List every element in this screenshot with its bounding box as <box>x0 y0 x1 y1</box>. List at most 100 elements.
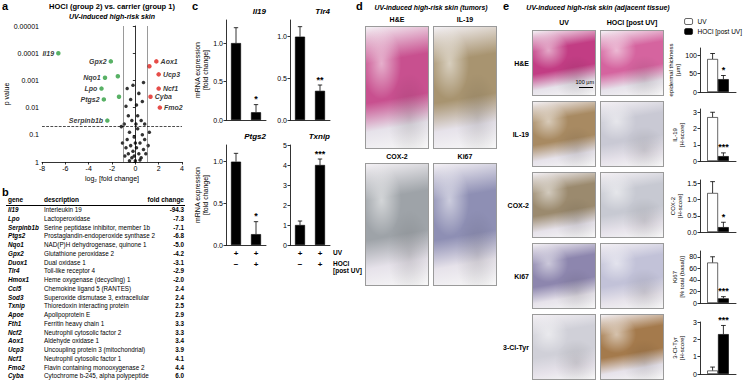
html-text:Txnip: Txnip <box>308 132 330 141</box>
svg-text:[fold change]: [fold change] <box>202 50 210 90</box>
html-text:Serine peptidase inhibitor, me: Serine peptidase inhibitor, member 1b <box>44 223 151 231</box>
svg-text:0.5: 0.5 <box>213 200 223 207</box>
html-text:-6.8: -6.8 <box>173 232 184 240</box>
html-text:HOCl (group 2) vs. carrier (gr: HOCl (group 2) vs. carrier (group 1) <box>49 2 175 11</box>
svg-text:-6: -6 <box>62 165 68 172</box>
svg-text:[H-score]: [H-score] <box>679 123 685 148</box>
html-text:-7.1: -7.1 <box>173 223 184 231</box>
svg-text:0.0: 0.0 <box>687 229 697 236</box>
svg-text:3: 3 <box>693 109 697 116</box>
svg-text:2: 2 <box>283 202 287 209</box>
svg-text:*: * <box>254 211 258 221</box>
svg-text:2: 2 <box>693 125 697 132</box>
svg-text:4: 4 <box>180 165 184 172</box>
svg-text:[µm]: [µm] <box>675 64 681 76</box>
svg-text:***: *** <box>718 315 729 325</box>
html-text:Lpo: Lpo <box>8 214 20 222</box>
html-text:Ptgs2: Ptgs2 <box>8 232 26 240</box>
html-text:HOCl [post UV]: HOCl [post UV] <box>333 260 362 274</box>
svg-text:-4: -4 <box>86 165 92 172</box>
svg-text:80: 80 <box>689 253 697 260</box>
svg-text:1.5: 1.5 <box>687 180 697 187</box>
svg-text:60: 60 <box>689 265 697 272</box>
html-text:Lactoperoxidase: Lactoperoxidase <box>44 214 91 222</box>
svg-text:0: 0 <box>693 89 697 96</box>
svg-text:-8: -8 <box>39 165 45 172</box>
svg-text:***: *** <box>315 149 326 159</box>
svg-text:2: 2 <box>693 336 697 343</box>
svg-text:Ki67: Ki67 <box>672 270 678 283</box>
svg-text:***: *** <box>718 142 729 152</box>
svg-text:1.0: 1.0 <box>213 40 223 47</box>
svg-text:UV: UV <box>698 18 708 25</box>
svg-text:1: 1 <box>283 222 287 229</box>
svg-text:[H-score]: [H-score] <box>677 194 683 219</box>
svg-text:-2: -2 <box>109 165 115 172</box>
svg-text:Serpinb1b: Serpinb1b <box>69 117 104 125</box>
svg-text:HOCl [post UV]: HOCl [post UV] <box>698 28 743 36</box>
svg-text:Il19: Il19 <box>42 50 54 57</box>
svg-text:COX-2: COX-2 <box>670 196 676 215</box>
svg-text:0.5: 0.5 <box>687 212 697 219</box>
svg-text:0.0: 0.0 <box>213 117 223 124</box>
svg-text:0.00001: 0.00001 <box>14 23 39 30</box>
svg-text:mRNA expression: mRNA expression <box>194 42 202 98</box>
svg-text:0: 0 <box>693 300 697 307</box>
svg-text:20: 20 <box>689 288 697 295</box>
svg-text:100: 100 <box>685 52 697 59</box>
svg-text:2: 2 <box>157 165 161 172</box>
svg-text:3: 3 <box>283 182 287 189</box>
html-text:Il19: Il19 <box>252 7 266 16</box>
svg-text:1.0: 1.0 <box>213 158 223 165</box>
svg-text:0: 0 <box>283 242 287 249</box>
svg-text:***: *** <box>718 286 729 296</box>
html-text:-7.3: -7.3 <box>173 214 184 222</box>
svg-text:Lpo: Lpo <box>84 85 98 93</box>
svg-text:mRNA expression: mRNA expression <box>194 167 202 223</box>
svg-text:5: 5 <box>283 142 287 149</box>
html-text:Serpinb1b: Serpinb1b <box>8 223 39 231</box>
svg-text:0.5: 0.5 <box>213 78 223 85</box>
svg-text:50: 50 <box>689 70 697 77</box>
svg-text:0.0001: 0.0001 <box>18 50 40 57</box>
svg-text:40: 40 <box>689 276 697 283</box>
svg-text:1.0: 1.0 <box>277 33 287 40</box>
svg-text:0.01: 0.01 <box>25 104 39 111</box>
svg-text:3: 3 <box>693 319 697 326</box>
svg-text:0.001: 0.001 <box>21 77 39 84</box>
svg-text:1: 1 <box>693 141 697 148</box>
svg-text:0: 0 <box>693 371 697 378</box>
svg-text:Nqo1: Nqo1 <box>83 74 101 82</box>
svg-text:p value: p value <box>3 83 11 106</box>
html-text:Tlr4: Tlr4 <box>315 7 330 16</box>
html-text:Ptgs2: Ptgs2 <box>244 132 266 141</box>
svg-text:Ucp3: Ucp3 <box>163 71 180 79</box>
svg-text:Aox1: Aox1 <box>160 58 178 65</box>
svg-text:IL-19: IL-19 <box>672 128 678 142</box>
svg-text:Gpx2: Gpx2 <box>89 58 107 66</box>
svg-text:4: 4 <box>283 162 287 169</box>
svg-text:*: * <box>722 212 726 222</box>
svg-text:0.5: 0.5 <box>277 75 287 82</box>
svg-text:**: ** <box>316 75 324 85</box>
svg-text:Cyba: Cyba <box>155 93 172 101</box>
svg-text:3-Cl-Tyr: 3-Cl-Tyr <box>672 337 678 358</box>
svg-text:Fmo2: Fmo2 <box>164 104 183 111</box>
svg-text:1.0: 1.0 <box>687 196 697 203</box>
svg-text:epidermal thickness: epidermal thickness <box>668 43 674 96</box>
svg-text:0: 0 <box>133 165 137 172</box>
svg-text:0: 0 <box>693 158 697 165</box>
svg-text:Ptgs2: Ptgs2 <box>81 96 100 104</box>
svg-text:*: * <box>722 65 726 75</box>
svg-text:0.0: 0.0 <box>277 117 287 124</box>
svg-text:[H-score]: [H-score] <box>679 336 685 361</box>
svg-text:0.0: 0.0 <box>213 242 223 249</box>
svg-text:log₂ [fold change]: log₂ [fold change] <box>85 175 139 183</box>
svg-text:Ncf1: Ncf1 <box>163 85 178 92</box>
svg-text:1: 1 <box>693 353 697 360</box>
svg-text:0.1: 0.1 <box>29 131 39 138</box>
html-text:Prostaglandin-endoperoxide syn: Prostaglandin-endoperoxide synthase 2 <box>44 232 155 240</box>
svg-text:[fold change]: [fold change] <box>202 175 210 215</box>
svg-text:*: * <box>254 94 258 104</box>
svg-text:[% total (basal)]: [% total (basal)] <box>679 256 685 298</box>
